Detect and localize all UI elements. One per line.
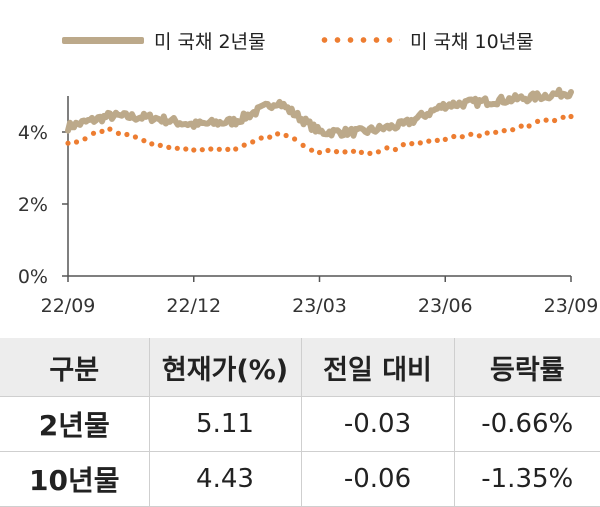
series-point-10y bbox=[400, 142, 406, 148]
row-label: 2년물 bbox=[0, 396, 149, 452]
series-point-10y bbox=[208, 146, 214, 152]
series-point-10y bbox=[375, 149, 381, 155]
series-point-10y bbox=[552, 117, 558, 124]
series-point-10y bbox=[216, 146, 222, 152]
series-point-10y bbox=[300, 142, 306, 148]
series-point-10y bbox=[174, 145, 180, 151]
series-point-10y bbox=[90, 130, 97, 136]
series-point-10y bbox=[149, 141, 155, 147]
series-point-10y bbox=[350, 148, 357, 154]
y-tick-label: 4% bbox=[18, 122, 48, 144]
header-current-price: 현재가(%) bbox=[148, 338, 301, 397]
series-point-10y bbox=[115, 130, 121, 136]
series-point-10y bbox=[157, 142, 163, 148]
series-point-10y bbox=[417, 140, 423, 146]
series-point-10y bbox=[65, 140, 71, 146]
series-point-10y bbox=[283, 132, 289, 139]
series-point-10y bbox=[426, 138, 432, 144]
series-point-10y bbox=[309, 147, 315, 153]
series-point-10y bbox=[333, 149, 340, 155]
series-point-10y bbox=[250, 139, 256, 145]
series-point-10y bbox=[166, 144, 172, 150]
series-point-10y bbox=[316, 149, 323, 156]
series-point-10y bbox=[493, 129, 499, 135]
x-tick-label: 23/06 bbox=[418, 295, 473, 317]
series-point-10y bbox=[543, 117, 549, 123]
x-tick-label: 23/09 bbox=[544, 295, 599, 317]
series-point-10y bbox=[526, 123, 532, 129]
series-point-10y bbox=[107, 126, 113, 132]
series-point-10y bbox=[392, 146, 398, 153]
yield-chart: 미 국채 2년물 미 국채 10년물 0% 2% 4% 22/09 22/12 23/03… bbox=[0, 22, 600, 318]
series-point-10y bbox=[434, 137, 440, 143]
series-point-10y bbox=[191, 147, 197, 153]
yield-table: 구분 현재가(%) 전일 대비 등락률 2년물 5.11 -0.03 -0.66… bbox=[0, 338, 600, 507]
series-line-2y bbox=[65, 86, 574, 139]
series-point-10y bbox=[501, 128, 507, 134]
series-point-10y bbox=[99, 128, 105, 134]
x-tick-label: 22/12 bbox=[166, 295, 221, 317]
legend-label-2y: 미 국채 2년물 bbox=[154, 30, 266, 53]
header-change-rate: 등락률 bbox=[453, 338, 600, 397]
legend-swatch-2y bbox=[62, 36, 144, 44]
legend-label-10y: 미 국채 10년물 bbox=[410, 30, 534, 53]
y-tick-label: 0% bbox=[18, 266, 48, 288]
series-point-10y bbox=[560, 114, 566, 120]
row-label: 10년물 bbox=[0, 451, 149, 507]
series-point-10y bbox=[568, 113, 574, 120]
series-point-10y bbox=[325, 147, 331, 154]
series-point-10y bbox=[73, 139, 80, 145]
series-point-10y bbox=[267, 134, 273, 140]
table-row: 10년물 4.43 -0.06 -1.35% bbox=[0, 451, 600, 507]
series-point-10y bbox=[275, 131, 281, 137]
row-change-rate: -1.35% bbox=[453, 451, 600, 507]
series-point-10y bbox=[183, 146, 189, 152]
series-point-10y bbox=[233, 146, 239, 152]
header-daily-change: 전일 대비 bbox=[300, 338, 454, 397]
row-daily-change: -0.03 bbox=[300, 396, 454, 452]
series-point-10y bbox=[384, 145, 390, 151]
x-tick-label: 22/09 bbox=[41, 295, 96, 317]
series-point-10y bbox=[124, 131, 130, 138]
series-point-10y bbox=[225, 146, 231, 152]
series-point-10y bbox=[141, 138, 147, 144]
row-change-rate: -0.66% bbox=[453, 396, 600, 452]
x-tick-label: 23/03 bbox=[292, 295, 347, 317]
series-point-10y bbox=[82, 136, 88, 142]
series-point-10y bbox=[409, 141, 415, 147]
series-point-10y bbox=[258, 135, 264, 141]
series-point-10y bbox=[292, 136, 298, 142]
legend-item-2y: 미 국채 2년물 bbox=[62, 22, 266, 58]
row-daily-change: -0.06 bbox=[300, 451, 454, 507]
series-point-10y bbox=[484, 130, 490, 136]
legend-swatch-10y bbox=[318, 37, 400, 43]
series-point-10y bbox=[358, 149, 364, 155]
series-point-10y bbox=[535, 118, 541, 124]
series-point-10y bbox=[199, 147, 205, 153]
series-point-10y bbox=[442, 136, 448, 142]
table-row: 2년물 5.11 -0.03 -0.66% bbox=[0, 396, 600, 452]
table-header-row: 구분 현재가(%) 전일 대비 등락률 bbox=[0, 338, 600, 397]
header-category: 구분 bbox=[0, 338, 149, 397]
series-point-10y bbox=[132, 134, 138, 140]
chart-legend: 미 국채 2년물 미 국채 10년물 bbox=[0, 22, 600, 58]
series-point-10y bbox=[451, 133, 457, 140]
series-point-10y bbox=[342, 149, 348, 155]
series-point-10y bbox=[518, 123, 524, 129]
y-tick-label: 2% bbox=[18, 194, 48, 216]
series-point-10y bbox=[476, 133, 482, 139]
row-current-price: 4.43 bbox=[148, 451, 301, 507]
legend-item-10y: 미 국채 10년물 bbox=[318, 22, 534, 58]
series-point-10y bbox=[510, 127, 516, 133]
plot-area: 0% 2% 4% 22/09 22/12 23/03 23/06 23/09 bbox=[18, 86, 599, 317]
series-point-10y bbox=[241, 142, 247, 148]
series-point-10y bbox=[367, 150, 373, 156]
row-current-price: 5.11 bbox=[148, 396, 301, 452]
series-point-10y bbox=[459, 134, 465, 140]
series-point-10y bbox=[468, 131, 474, 137]
